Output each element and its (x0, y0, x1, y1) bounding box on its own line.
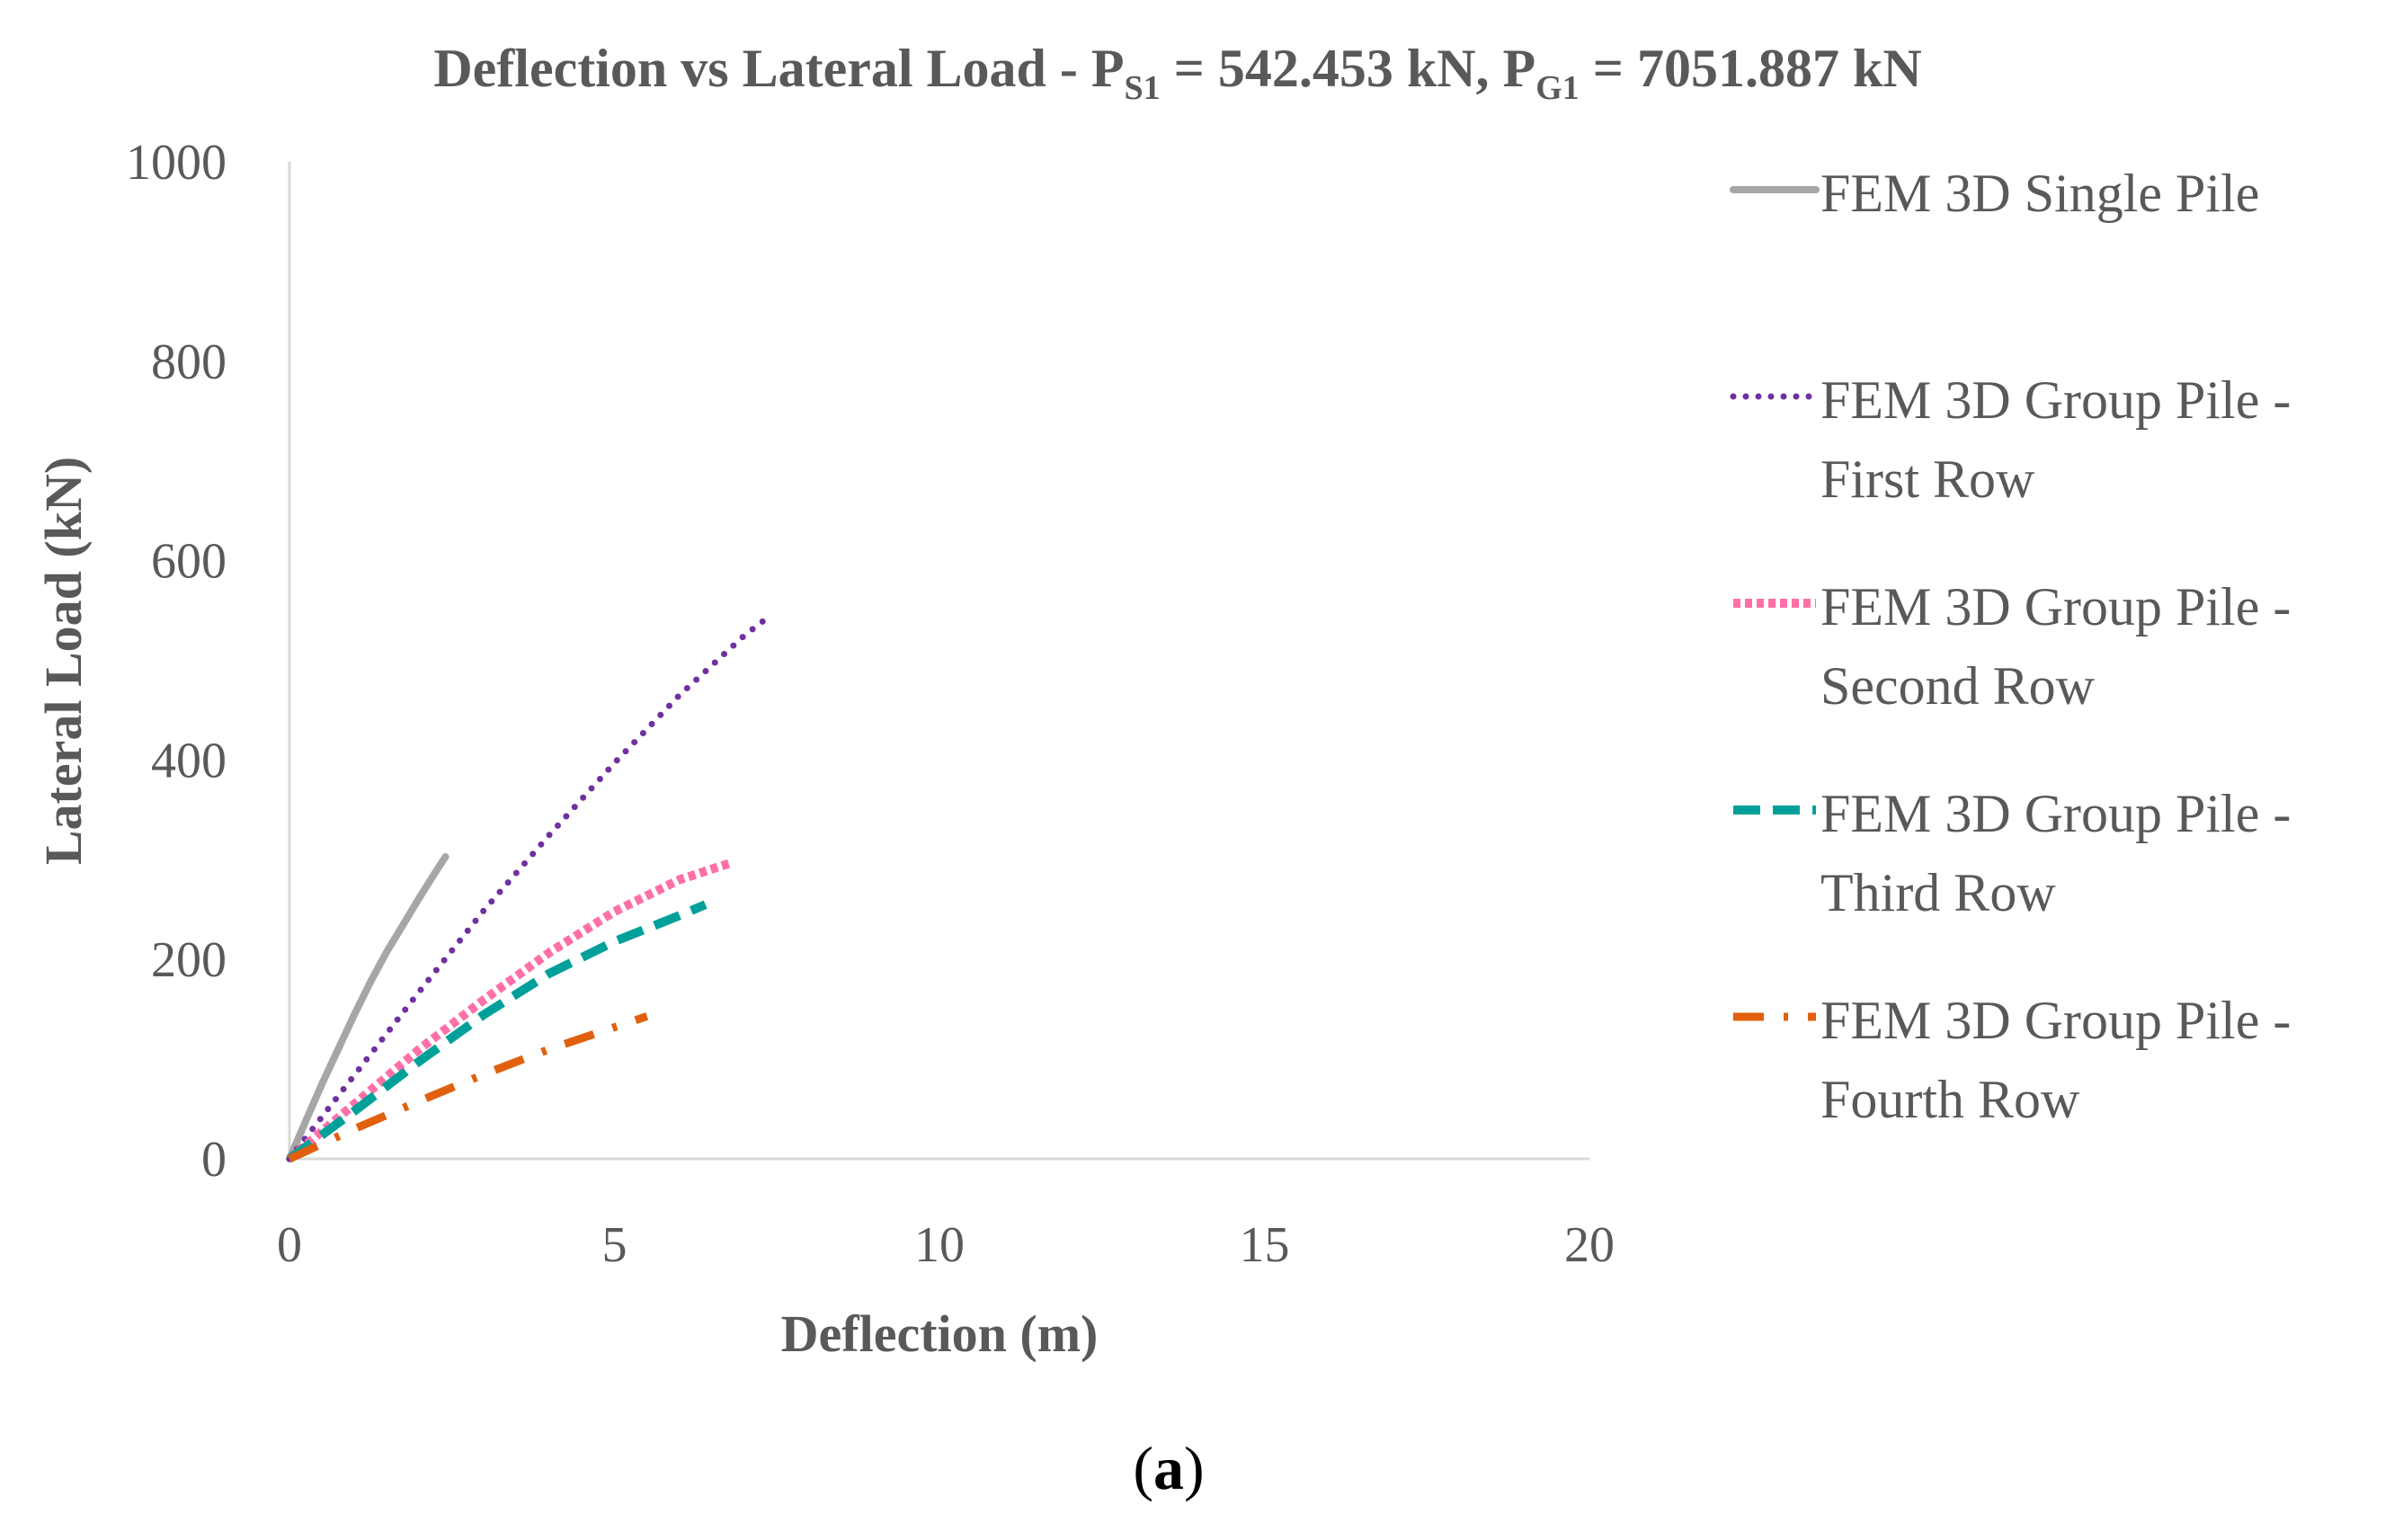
legend-label: First Row (1820, 450, 2035, 509)
y-tick-label: 200 (151, 932, 227, 988)
y-axis-label: Lateral Load (kN) (34, 457, 93, 865)
legend-item-5: FEM 3D Group Pile - Fourth Row (1733, 991, 2291, 1129)
x-tick-label: 5 (602, 1217, 627, 1273)
legend-label: Second Row (1820, 656, 2096, 716)
series-line-1 (286, 853, 449, 1162)
legend-label: FEM 3D Group Pile - (1820, 991, 2291, 1050)
series-line-5 (288, 1012, 649, 1163)
x-tick-label: 0 (277, 1217, 302, 1273)
legend-label: FEM 3D Group Pile - (1820, 370, 2291, 430)
series-line-3 (286, 858, 734, 1162)
caption-open: ( (1133, 1434, 1153, 1502)
chart-title-sub1: S1 (1125, 69, 1161, 107)
y-tick-label: 800 (151, 334, 227, 390)
x-tick-labels: 0 5 10 15 20 (277, 1217, 1615, 1273)
legend: FEM 3D Single Pile FEM 3D Group Pile - Fir… (1730, 164, 2291, 1129)
y-tick-label: 0 (201, 1132, 227, 1188)
chart-title-suffix: = 7051.887 kN (1580, 39, 1922, 98)
legend-label: FEM 3D Group Pile - (1820, 784, 2291, 843)
y-tick-label: 400 (151, 733, 227, 788)
legend-item-2: FEM 3D Group Pile - First Row (1730, 370, 2291, 509)
figure-caption: (a) (1133, 1434, 1204, 1502)
legend-item-1: FEM 3D Single Pile (1730, 164, 2259, 223)
x-axis-label: Deflection (m) (781, 1304, 1099, 1363)
y-tick-label: 1000 (126, 135, 227, 191)
x-tick-label: 20 (1564, 1217, 1615, 1273)
chart-title-sub2: G1 (1535, 69, 1580, 107)
chart-title: Deflection vs Lateral Load - PS1 = 542.4… (433, 39, 1921, 107)
legend-label: FEM 3D Single Pile (1820, 164, 2259, 223)
y-tick-labels: 0 200 400 600 800 1000 (126, 135, 227, 1188)
axes (288, 162, 1589, 1161)
caption-close: ) (1184, 1434, 1205, 1502)
series-line-2 (286, 617, 768, 1162)
legend-label: FEM 3D Group Pile - (1820, 577, 2291, 636)
chart-title-mid: = 542.453 kN, P (1161, 39, 1536, 98)
x-tick-label: 15 (1240, 1217, 1290, 1273)
caption-letter: a (1153, 1434, 1184, 1502)
legend-label: Third Row (1820, 863, 2056, 922)
series-line-4 (287, 900, 708, 1163)
legend-item-4: FEM 3D Group Pile - Third Row (1733, 784, 2291, 922)
legend-label: Fourth Row (1820, 1070, 2080, 1129)
x-tick-label: 10 (914, 1217, 965, 1273)
series-group (286, 617, 768, 1163)
chart-title-prefix: Deflection vs Lateral Load - P (433, 39, 1124, 98)
y-tick-label: 600 (151, 534, 227, 590)
legend-item-3: FEM 3D Group Pile - Second Row (1733, 577, 2291, 716)
